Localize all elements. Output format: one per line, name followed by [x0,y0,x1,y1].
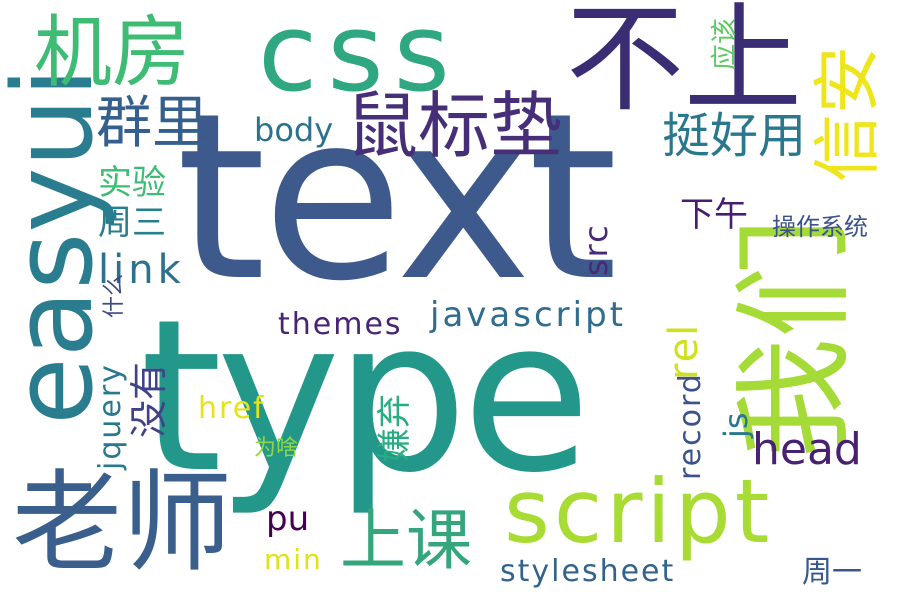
word-shangke: 上课 [340,502,472,579]
word-laoshi: 老师 [12,459,232,587]
word-themes: themes [278,307,403,342]
word-href: href [198,391,266,426]
word-link: link [98,247,185,293]
word-min: min [264,543,323,576]
word-css: css [258,0,460,116]
word-record: record [673,372,708,480]
word-script: script [504,460,774,563]
word-javascript: javascript [430,295,626,335]
word-zhouyi: 周一 [802,555,862,590]
word-js: js [717,412,755,438]
word-body: body [254,111,334,149]
word-meiyou: 没有 [127,361,171,438]
word-yinggai: 应该 [710,17,740,70]
word-type: type [140,274,591,519]
word-tinghaoyong: 挺好用 [662,108,807,164]
word-stylesheet: stylesheet [500,554,676,589]
word-jquery: jquery [93,363,128,470]
word-shiyan: 实验 [98,163,166,203]
word-text: text [176,65,618,332]
word-head: head [752,424,862,475]
word-shubiaodian: 鼠标垫 [346,84,563,168]
word-easyui: easyui [0,67,117,425]
word-xinan: 信安 [809,45,888,182]
word-buzhang: 不上 [566,0,803,128]
word-weisha: 为啥 [254,436,299,461]
word-xianqi: 嫌弃 [375,394,415,462]
word-shenme: 什么 [102,273,127,318]
word-qunli: 群里 [96,91,208,156]
word-jifang: 机房 [34,8,191,98]
word-caozuoxitong: 操作系统 [772,213,868,241]
word-xiawu: 下午 [680,195,748,235]
word-pu: pu [266,499,310,539]
word-zhousan: 周三 [98,203,166,243]
word-src: src [577,223,615,276]
